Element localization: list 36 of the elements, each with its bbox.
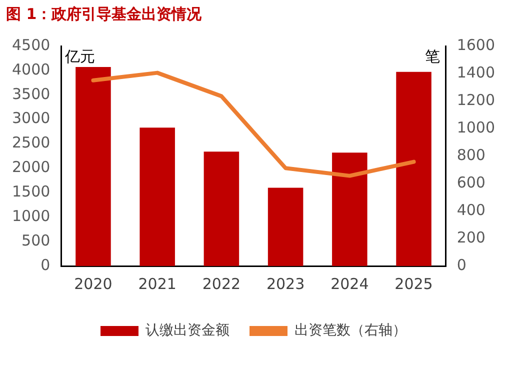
y2-tick-label: 1400 <box>456 63 496 82</box>
y-tick-label: 3500 <box>12 84 50 103</box>
y2-tick-label: 0 <box>456 256 466 274</box>
x-tick-label: 2024 <box>330 274 369 293</box>
y-tick-label: 1000 <box>12 207 50 225</box>
bar <box>332 152 368 266</box>
y-tick-label: 500 <box>22 231 50 250</box>
y2-axis-title: 笔 <box>424 47 440 66</box>
chart-title: 图 1：政府引导基金出资情况 <box>6 4 203 23</box>
x-tick-label: 2021 <box>138 274 176 293</box>
legend-label: 认缴出资金额 <box>146 322 230 339</box>
bar <box>204 152 240 266</box>
y-tick-label: 4000 <box>12 60 50 78</box>
y2-tick-label: 600 <box>456 173 486 192</box>
y2-tick-label: 1200 <box>456 90 496 109</box>
x-tick-label: 2023 <box>266 274 305 293</box>
y-tick-label: 2500 <box>12 134 50 152</box>
x-tick-label: 2025 <box>394 274 433 293</box>
y-tick-label: 3000 <box>12 109 50 128</box>
y-tick-label: 0 <box>40 256 50 274</box>
y2-tick-label: 1600 <box>456 36 496 54</box>
x-tick-label: 2020 <box>74 274 112 293</box>
y-tick-label: 2000 <box>12 158 50 176</box>
y2-tick-label: 200 <box>456 228 486 246</box>
y-axis-title: 亿元 <box>64 47 96 66</box>
y-tick-label: 1500 <box>12 182 50 201</box>
y-tick-label: 4500 <box>12 36 50 54</box>
y2-tick-label: 800 <box>456 146 486 164</box>
legend-label: 出资笔数（右轴） <box>294 322 406 339</box>
y2-tick-label: 400 <box>456 200 486 219</box>
bar <box>140 128 175 266</box>
bar <box>76 67 111 266</box>
bar <box>268 188 304 266</box>
x-tick-label: 2022 <box>202 274 241 293</box>
y2-tick-label: 1000 <box>456 118 496 136</box>
bar <box>396 72 432 266</box>
